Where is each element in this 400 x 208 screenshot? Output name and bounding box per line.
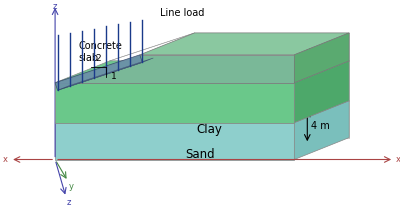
Text: Sand: Sand bbox=[185, 148, 214, 161]
Polygon shape bbox=[294, 61, 349, 123]
Text: 2: 2 bbox=[95, 54, 101, 63]
Polygon shape bbox=[55, 83, 294, 123]
Text: z: z bbox=[67, 198, 71, 207]
Text: 4 m: 4 m bbox=[311, 121, 330, 131]
Polygon shape bbox=[294, 33, 349, 83]
Text: 1: 1 bbox=[111, 72, 117, 81]
Text: x: x bbox=[396, 155, 400, 164]
Polygon shape bbox=[55, 101, 349, 123]
Text: 4 m: 4 m bbox=[311, 82, 330, 92]
Text: Clay: Clay bbox=[197, 123, 222, 136]
Text: z: z bbox=[53, 2, 57, 11]
Polygon shape bbox=[55, 61, 349, 83]
Polygon shape bbox=[110, 33, 195, 61]
Polygon shape bbox=[58, 58, 153, 90]
Text: Line load: Line load bbox=[160, 8, 204, 18]
Text: Embankment fill: Embankment fill bbox=[58, 103, 138, 113]
Text: y: y bbox=[68, 182, 74, 191]
Polygon shape bbox=[55, 55, 294, 83]
Polygon shape bbox=[55, 55, 142, 90]
Polygon shape bbox=[140, 33, 349, 55]
Text: Concrete
slab: Concrete slab bbox=[78, 41, 122, 63]
Text: H: H bbox=[311, 48, 319, 58]
Polygon shape bbox=[55, 123, 294, 160]
Polygon shape bbox=[294, 101, 349, 160]
Text: x: x bbox=[3, 155, 8, 164]
